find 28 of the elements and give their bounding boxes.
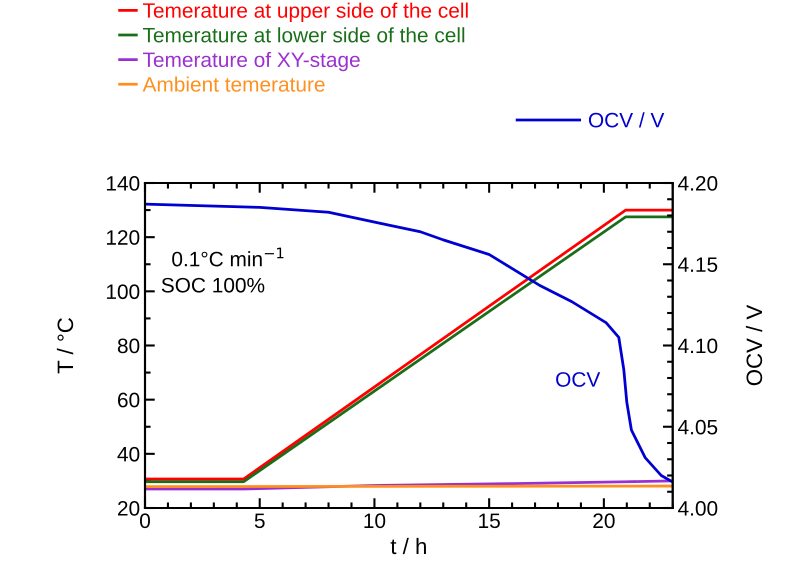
annotation: OCV	[556, 372, 600, 387]
x-tick-label: 5	[254, 514, 265, 528]
y-tick-label: 40	[117, 446, 140, 462]
annotation: SOC 100%	[162, 278, 264, 293]
y2-tick-label: 4.10	[678, 338, 718, 354]
y2-tick-label: 4.20	[678, 176, 718, 191]
y2-axis-title: OCV / V	[746, 304, 762, 386]
y2-tick-label: 4.00	[678, 501, 718, 516]
x-tick-label: 10	[364, 513, 386, 528]
x-axis-title: t / h	[390, 538, 426, 554]
y-tick-label: 80	[118, 338, 140, 354]
legend-label: Temerature at lower side of the cell	[143, 27, 464, 42]
legend-label: Temerature of XY-stage	[143, 52, 360, 72]
legend-label: Ambient temerature	[142, 76, 325, 92]
y-tick-label: 20	[118, 501, 140, 516]
y2-tick-label: 4.05	[678, 420, 718, 435]
y-axis-title: T / °C	[56, 318, 74, 374]
y-tick-label: 120	[106, 230, 140, 245]
y2-tick-label: 4.15	[678, 257, 718, 272]
legend-label: OCV / V	[588, 112, 664, 128]
y-tick-label: 60	[118, 392, 140, 408]
legend-label: Temerature at upper side of the cell	[143, 2, 468, 22]
y-tick-label: 100	[106, 284, 140, 300]
x-tick-label: 15	[479, 514, 500, 528]
x-tick-label: 0	[140, 513, 150, 528]
x-tick-label: 20	[593, 513, 615, 528]
annotation: 0.1°C min$^{−1}$	[172, 248, 284, 266]
y-tick-label: 140	[106, 176, 140, 191]
